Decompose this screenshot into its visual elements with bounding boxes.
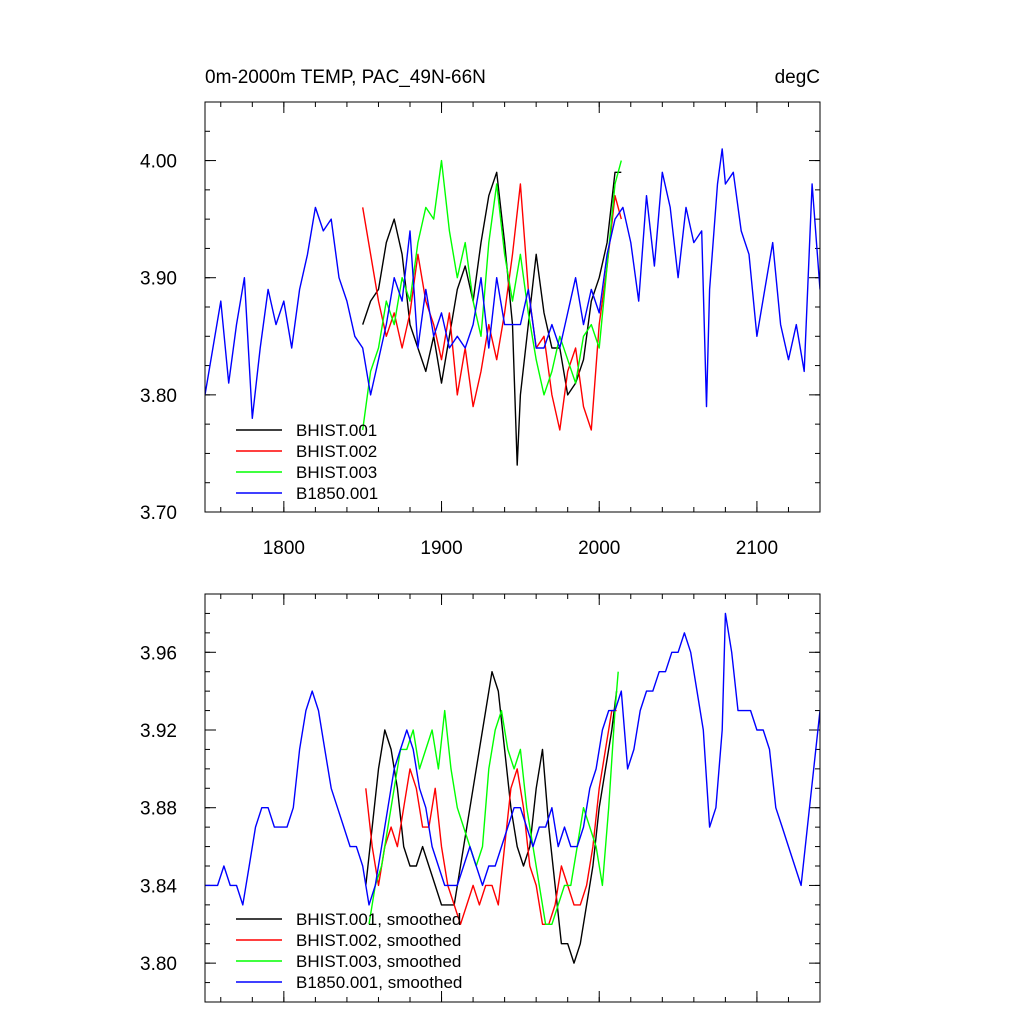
series-line-2 [365, 709, 617, 925]
top-panel-title: 0m-2000m TEMP, PAC_49N-66N [205, 67, 486, 88]
y-tick-label: 3.92 [140, 721, 177, 742]
x-tick-label: 1800 [263, 538, 305, 559]
top-panel-units: degC [775, 67, 820, 88]
legend-label-3: BHIST.003 [296, 463, 377, 482]
legend-label-1: BHIST.001, smoothed [296, 910, 461, 929]
y-tick-label: 3.90 [140, 269, 177, 290]
legend-label-4: B1850.001 [296, 484, 378, 503]
y-tick-label: 3.88 [140, 799, 177, 820]
legend-label-4: B1850.001, smoothed [296, 973, 462, 992]
x-tick-label: 2000 [578, 538, 620, 559]
legend-label-2: BHIST.002 [296, 442, 377, 461]
x-tick-label: 1900 [420, 538, 462, 559]
series-line-4 [205, 612, 820, 906]
series-line-2 [362, 183, 622, 431]
plot-frame [204, 101, 821, 513]
y-tick-label: 3.70 [140, 503, 177, 524]
x-tick-label: 2100 [736, 538, 778, 559]
series-line-3 [368, 671, 619, 925]
series-line-3 [362, 159, 622, 431]
series-line-1 [365, 671, 618, 964]
legend-label-2: BHIST.002, smoothed [296, 931, 461, 950]
series-line-4 [205, 148, 820, 419]
y-tick-label: 4.00 [140, 152, 177, 173]
y-tick-label: 3.80 [140, 954, 177, 975]
bottom-panel: 3.80 3.84 3.88 3.92 3.96 BHIST.001, smoothed B… [140, 593, 821, 1003]
top-panel: 0m-2000m TEMP, PAC_49N-66N degC 1800 1900… [140, 67, 821, 559]
series-line-1 [362, 171, 622, 466]
plot-frame [204, 593, 821, 1003]
legend-label-1: BHIST.001 [296, 421, 377, 440]
y-tick-label: 3.84 [140, 876, 177, 897]
legend-label-3: BHIST.003, smoothed [296, 952, 461, 971]
y-tick-label: 3.96 [140, 643, 177, 664]
y-tick-label: 3.80 [140, 386, 177, 407]
